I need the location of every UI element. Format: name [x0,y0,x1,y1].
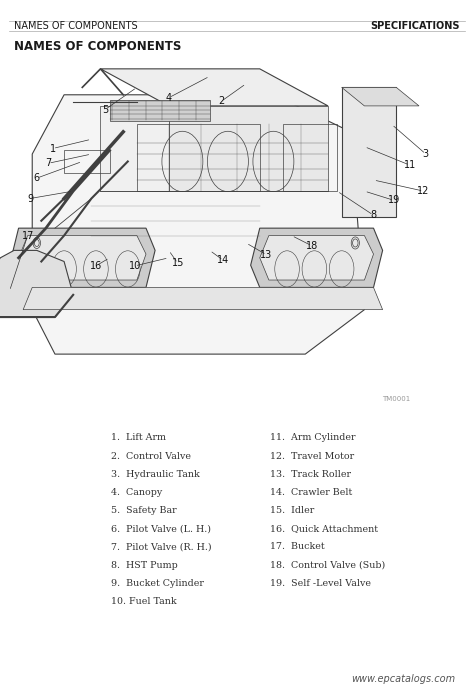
Text: 12.  Travel Motor: 12. Travel Motor [270,452,354,461]
Polygon shape [100,69,328,106]
Text: 15: 15 [172,259,184,268]
Polygon shape [18,236,146,280]
Text: 8.  HST Pump: 8. HST Pump [111,561,178,570]
Text: 9: 9 [27,194,33,203]
Text: 2: 2 [218,96,224,106]
Text: 13.  Track Roller: 13. Track Roller [270,470,351,479]
Text: TM0001: TM0001 [382,396,410,401]
Text: 11: 11 [404,160,416,170]
Polygon shape [0,250,73,317]
Text: 3.  Hydraulic Tank: 3. Hydraulic Tank [111,470,200,479]
Text: 1: 1 [50,143,56,154]
Text: 4.  Canopy: 4. Canopy [111,488,163,497]
Text: 17: 17 [21,231,34,240]
Text: 5: 5 [102,105,108,115]
Text: 18: 18 [306,241,318,251]
Text: 10: 10 [128,261,141,271]
Text: 10. Fuel Tank: 10. Fuel Tank [111,597,177,606]
Text: 13: 13 [260,250,273,260]
Text: 14: 14 [217,255,229,266]
Text: 3: 3 [423,149,429,159]
Polygon shape [342,87,419,106]
Text: 7: 7 [45,158,51,168]
Text: 16.  Quick Attachment: 16. Quick Attachment [270,524,378,533]
Polygon shape [100,106,169,191]
Text: 2.  Control Valve: 2. Control Valve [111,452,191,461]
Text: 12: 12 [418,186,430,196]
Text: 18.  Control Valve (Sub): 18. Control Valve (Sub) [270,561,385,570]
Polygon shape [169,106,328,191]
Text: NAMES OF COMPONENTS: NAMES OF COMPONENTS [14,40,182,53]
Text: 6: 6 [34,173,40,183]
Text: 15.  Idler: 15. Idler [270,506,314,515]
Text: 1.  Lift Arm: 1. Lift Arm [111,433,166,442]
Polygon shape [23,287,383,310]
Text: 19.  Self -Level Valve: 19. Self -Level Valve [270,579,371,588]
Text: 5.  Safety Bar: 5. Safety Bar [111,506,177,515]
Polygon shape [251,228,383,287]
Text: SPECIFICATIONS: SPECIFICATIONS [370,21,460,31]
Text: 14.  Crawler Belt: 14. Crawler Belt [270,488,353,497]
Text: 19: 19 [388,195,400,206]
Text: 16: 16 [90,261,102,271]
Polygon shape [32,95,365,354]
Polygon shape [342,87,396,217]
Text: 9.  Bucket Cylinder: 9. Bucket Cylinder [111,579,204,588]
Text: 7.  Pilot Valve (R. H.): 7. Pilot Valve (R. H.) [111,542,212,552]
Text: www.epcatalogs.com: www.epcatalogs.com [351,674,455,684]
Text: 6.  Pilot Valve (L. H.): 6. Pilot Valve (L. H.) [111,524,211,533]
Text: NAMES OF COMPONENTS: NAMES OF COMPONENTS [14,21,138,31]
Polygon shape [260,236,374,280]
Text: 4: 4 [166,93,172,103]
Text: 17.  Bucket: 17. Bucket [270,542,325,552]
Text: 11.  Arm Cylinder: 11. Arm Cylinder [270,433,356,442]
Polygon shape [109,101,210,121]
Polygon shape [9,228,155,287]
Text: 8: 8 [371,210,376,220]
